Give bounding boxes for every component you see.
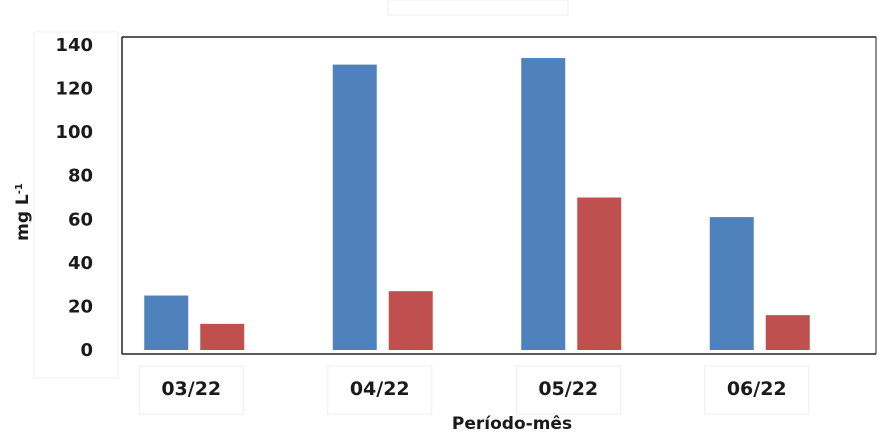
- x-category-label: 04/22: [350, 378, 410, 400]
- category-label-box: [327, 365, 433, 415]
- category-label-box: [138, 365, 244, 415]
- bar-series1-04-22: [332, 64, 377, 350]
- bar-series2-04-22: [388, 291, 433, 350]
- y-axis-label-text: mg L: [13, 194, 33, 241]
- y-tick-label: 40: [68, 253, 93, 274]
- bar-series1-05-22: [521, 58, 566, 350]
- y-tick-label: 100: [55, 122, 93, 143]
- x-category-label: 06/22: [727, 378, 787, 400]
- category-label-box: [515, 365, 621, 415]
- x-axis-label: Período-mês: [452, 414, 572, 433]
- bar-series2-03-22: [200, 323, 245, 350]
- y-tick-label: 0: [80, 340, 93, 361]
- title-placeholder-box: [387, 0, 569, 16]
- y-tick-label: 120: [55, 79, 93, 100]
- y-tick-label: 60: [68, 209, 93, 230]
- bar-series2-05-22: [577, 197, 622, 350]
- y-tick-label: 20: [68, 296, 93, 317]
- bar-series2-06-22: [765, 315, 810, 350]
- y-tick-label: 80: [68, 166, 93, 187]
- x-category-label: 03/22: [161, 378, 221, 400]
- bar-series1-06-22: [709, 217, 754, 350]
- y-tick-label: 140: [55, 35, 93, 56]
- bar-series1-03-22: [144, 295, 189, 350]
- category-label-box: [704, 365, 810, 415]
- y-axis-label: mg L-1: [13, 183, 33, 241]
- y-axis-panel: [33, 31, 119, 379]
- x-category-label: 05/22: [538, 378, 598, 400]
- y-axis-label-superscript: -1: [14, 183, 25, 194]
